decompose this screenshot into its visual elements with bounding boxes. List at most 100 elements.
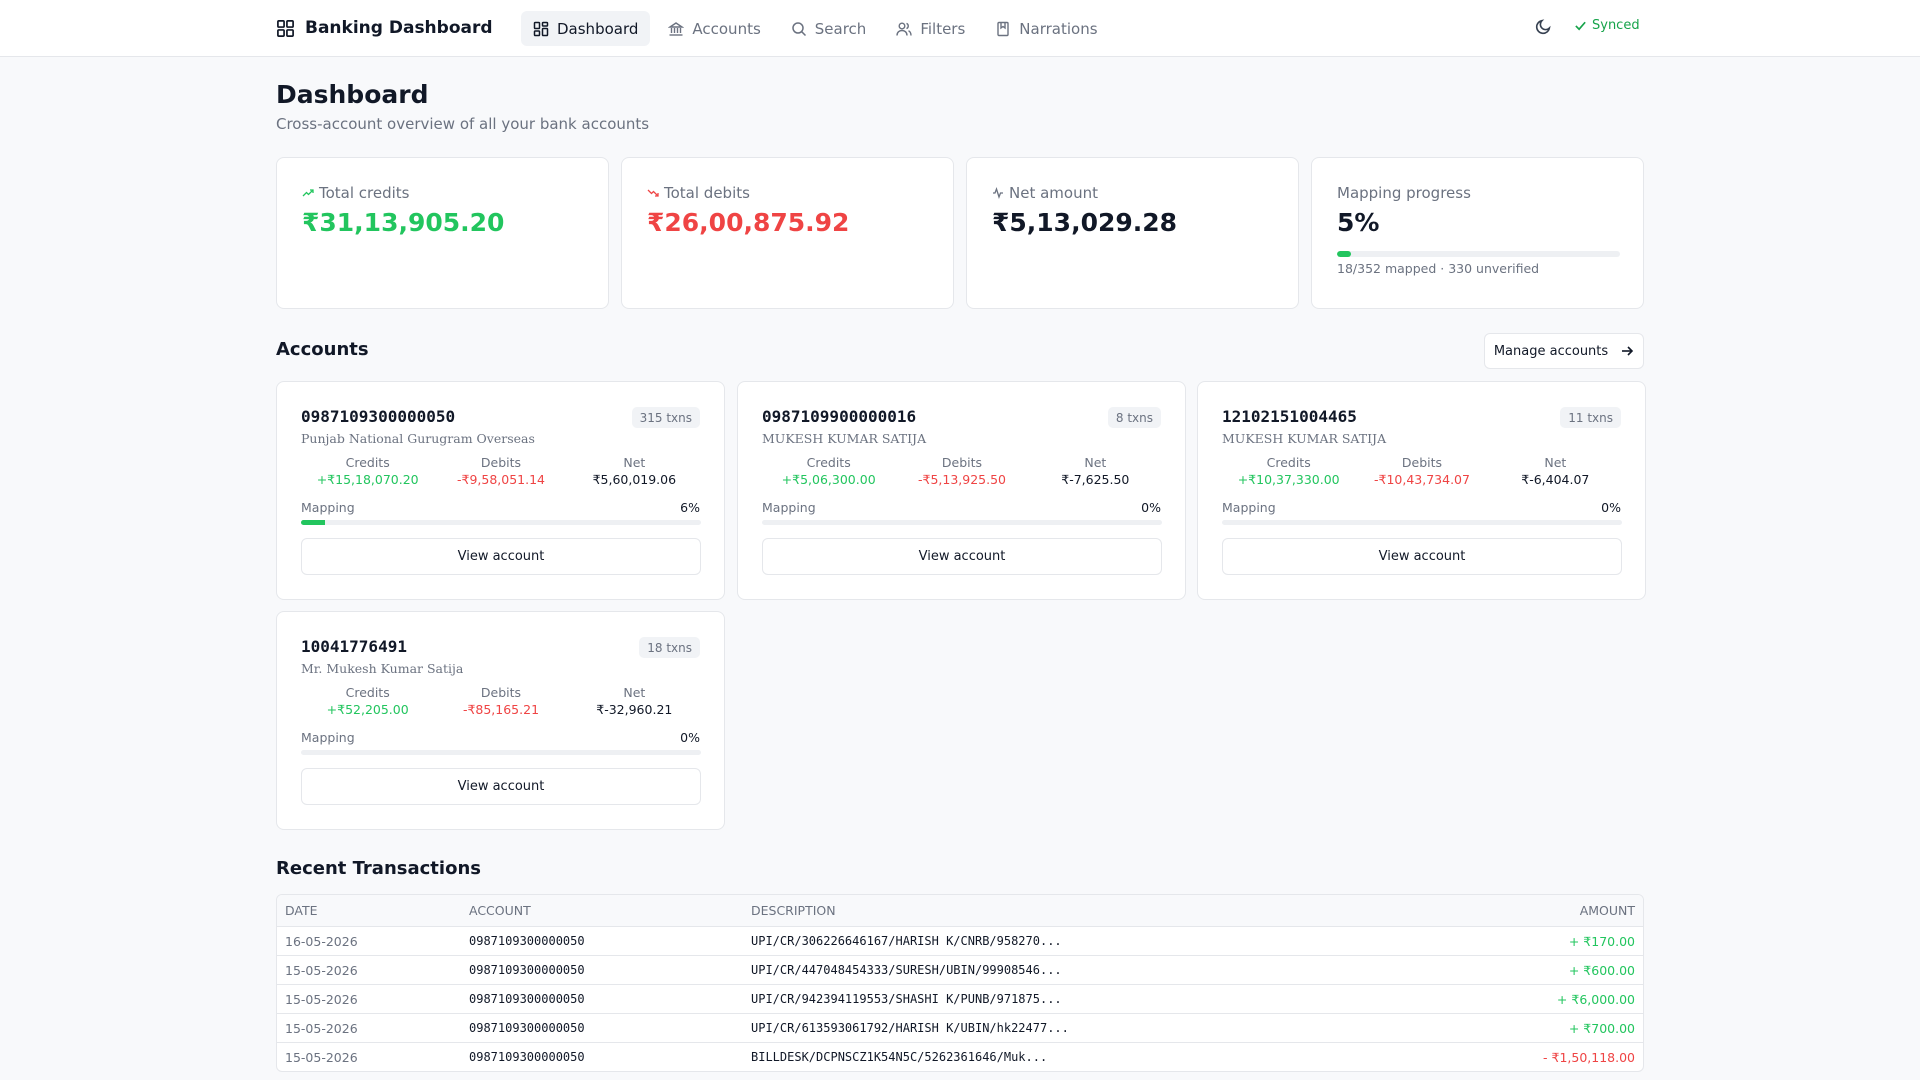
- row-account: 0987109300000050: [469, 992, 585, 1006]
- account-net: Net ₹-32,960.21: [568, 685, 701, 717]
- page-title: Dashboard: [276, 80, 429, 109]
- col-description-header: DESCRIPTION: [751, 903, 836, 918]
- col-date-header: DATE: [285, 903, 318, 918]
- account-debits: Debits -₹85,165.21: [434, 685, 567, 717]
- account-card: 0987109900000016 MUKESH KUMAR SATIJA 8 t…: [737, 381, 1186, 600]
- account-net-value: ₹-7,625.50: [1061, 472, 1130, 487]
- account-credits-label: Credits: [1266, 455, 1311, 470]
- row-date: 15-05-2026: [285, 1049, 358, 1065]
- account-mapping-fill: [301, 520, 325, 525]
- view-account-button[interactable]: View account: [762, 538, 1162, 575]
- account-mapping-label: Mapping: [1222, 500, 1276, 515]
- mapping-progress-fill: [1337, 251, 1352, 257]
- account-debits-value: -₹9,58,051.14: [456, 472, 545, 487]
- row-date: 15-05-2026: [285, 962, 358, 978]
- total-debits-card: Total debits ₹26,00,875.92: [621, 157, 954, 309]
- account-credits-value: +₹10,37,330.00: [1237, 472, 1340, 487]
- nav-narrations[interactable]: Narrations: [983, 11, 1109, 46]
- account-net-label: Net: [1084, 455, 1107, 470]
- account-stats: Credits +₹10,37,330.00 Debits -₹10,43,73…: [1222, 455, 1622, 487]
- view-account-button[interactable]: View account: [301, 538, 701, 575]
- nav-accounts[interactable]: Accounts: [656, 11, 772, 46]
- account-mapping-percent: 0%: [1601, 500, 1621, 515]
- account-credits: Credits +₹52,205.00: [301, 685, 434, 717]
- net-amount-card: Net amount ₹5,13,029.28: [966, 157, 1299, 309]
- nav-search[interactable]: Search: [779, 11, 879, 46]
- mapping-progress-note: 18/352 mapped · 330 unverified: [1337, 261, 1540, 276]
- total-debits-label-row: Total debits: [647, 184, 750, 202]
- table-row[interactable]: 15-05-2026 0987109300000050 UPI/CR/94239…: [277, 984, 1643, 1013]
- account-mapping-bar: [301, 520, 701, 525]
- table-row[interactable]: 15-05-2026 0987109300000050 UPI/CR/44704…: [277, 955, 1643, 984]
- dashboard-grid-icon: [277, 19, 294, 37]
- sync-status: Synced: [1574, 18, 1640, 33]
- total-debits-value: ₹26,00,875.92: [647, 208, 850, 237]
- account-net: Net ₹-7,625.50: [1029, 455, 1162, 487]
- nav-filters-label: Filters: [920, 19, 966, 38]
- account-number: 0987109900000016: [762, 407, 917, 426]
- account-number: 10041776491: [301, 637, 407, 656]
- row-amount: + ₹600.00: [1568, 962, 1635, 978]
- row-account: 0987109300000050: [469, 1021, 585, 1035]
- account-net-value: ₹5,60,019.06: [592, 472, 677, 487]
- nav-dashboard[interactable]: Dashboard: [521, 11, 651, 46]
- account-mapping-bar: [1222, 520, 1622, 525]
- account-card: 12102151004465 MUKESH KUMAR SATIJA 11 tx…: [1197, 381, 1646, 600]
- account-mapping-bar: [301, 750, 701, 755]
- account-debits-value: -₹10,43,734.07: [1374, 472, 1470, 487]
- recent-transactions-title: Recent Transactions: [276, 858, 481, 879]
- app-brand[interactable]: Banking Dashboard: [276, 16, 493, 40]
- table-row[interactable]: 15-05-2026 0987109300000050 UPI/CR/61359…: [277, 1013, 1643, 1042]
- bookmark-icon: [997, 21, 1009, 36]
- row-amount: + ₹6,000.00: [1556, 991, 1635, 1007]
- theme-toggle-button[interactable]: [1535, 18, 1555, 38]
- transactions-table: DATE ACCOUNT DESCRIPTION AMOUNT 16-05-20…: [276, 894, 1644, 1072]
- txn-count-badge: 8 txns: [1107, 407, 1161, 428]
- total-credits-label: Total credits: [319, 184, 410, 202]
- total-credits-label-row: Total credits: [302, 184, 410, 202]
- account-holder: MUKESH KUMAR SATIJA: [762, 431, 927, 446]
- net-amount-value: ₹5,13,029.28: [992, 208, 1178, 237]
- bank-icon: [668, 21, 685, 36]
- account-net: Net ₹-6,404.07: [1489, 455, 1622, 487]
- view-account-button[interactable]: View account: [1222, 538, 1622, 575]
- col-amount-header: AMOUNT: [1579, 903, 1635, 918]
- row-account: 0987109300000050: [469, 934, 585, 948]
- row-amount: + ₹170.00: [1568, 933, 1635, 949]
- table-row[interactable]: 15-05-2026 0987109300000050 BILLDESK/DCP…: [277, 1042, 1643, 1071]
- account-net: Net ₹5,60,019.06: [568, 455, 701, 487]
- account-card: 0987109300000050 Punjab National Gurugra…: [276, 381, 725, 600]
- account-number: 12102151004465: [1222, 407, 1357, 426]
- account-credits: Credits +₹5,06,300.00: [762, 455, 895, 487]
- row-account: 0987109300000050: [469, 1050, 585, 1064]
- account-credits-value: +₹52,205.00: [326, 702, 409, 717]
- nav-filters[interactable]: Filters: [884, 11, 977, 46]
- account-debits-value: -₹5,13,925.50: [917, 472, 1006, 487]
- accounts-section-title: Accounts: [276, 339, 369, 360]
- account-debits-value: -₹85,165.21: [462, 702, 540, 717]
- nav-accounts-label: Accounts: [692, 19, 761, 38]
- account-credits-label: Credits: [345, 455, 390, 470]
- row-amount: + ₹700.00: [1568, 1020, 1635, 1036]
- table-row[interactable]: 16-05-2026 0987109300000050 UPI/CR/30622…: [277, 926, 1643, 955]
- account-debits-label: Debits: [941, 455, 983, 470]
- net-amount-label: Net amount: [1009, 184, 1098, 202]
- trending-up-icon: [302, 189, 314, 197]
- manage-accounts-button[interactable]: Manage accounts: [1484, 333, 1644, 369]
- account-debits: Debits -₹9,58,051.14: [434, 455, 567, 487]
- row-date: 16-05-2026: [285, 933, 358, 949]
- view-account-button[interactable]: View account: [301, 768, 701, 805]
- account-credits: Credits +₹10,37,330.00: [1222, 455, 1355, 487]
- account-net-label: Net: [623, 455, 646, 470]
- account-credits-label: Credits: [806, 455, 851, 470]
- txn-count-badge: 11 txns: [1560, 407, 1621, 428]
- row-description: UPI/CR/447048454333/SURESH/UBIN/99908546…: [751, 963, 1062, 977]
- row-amount: - ₹1,50,118.00: [1543, 1049, 1635, 1065]
- manage-accounts-label: Manage accounts: [1493, 343, 1609, 359]
- account-net-value: ₹-6,404.07: [1521, 472, 1590, 487]
- account-credits-label: Credits: [345, 685, 390, 700]
- account-net-value: ₹-32,960.21: [596, 702, 673, 717]
- app-title: Banking Dashboard: [305, 18, 493, 38]
- account-mapping-label: Mapping: [762, 500, 816, 515]
- account-debits: Debits -₹10,43,734.07: [1355, 455, 1488, 487]
